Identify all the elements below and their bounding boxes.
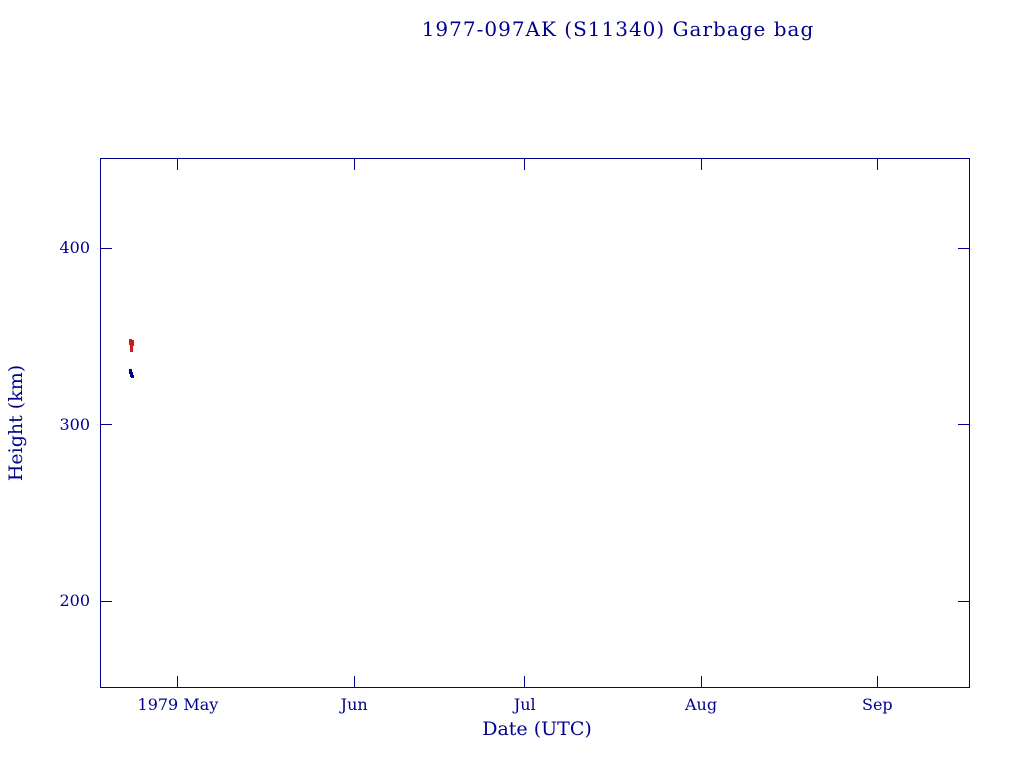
- y-tick-label: 200: [59, 591, 90, 611]
- x-tick-bottom: [177, 676, 179, 687]
- x-tick-label: Sep: [861, 695, 893, 714]
- chart-title: 1977-097AK (S11340) Garbage bag: [421, 17, 815, 41]
- y-tick-right: [958, 247, 969, 249]
- y-tick-left: [101, 424, 112, 426]
- x-tick-bottom: [524, 676, 526, 687]
- x-tick-top: [700, 159, 702, 170]
- x-tick-top: [876, 159, 878, 170]
- x-tick-top: [524, 159, 526, 170]
- data-point-apogee-height: [129, 344, 133, 348]
- x-tick-bottom: [353, 676, 355, 687]
- x-tick-label: Aug: [684, 695, 718, 714]
- data-point-apogee-height: [130, 342, 134, 346]
- x-tick-label: 1979 May: [137, 695, 219, 714]
- data-point-apogee-height: [129, 342, 133, 345]
- plot-area: [100, 158, 970, 688]
- x-tick-top: [353, 159, 355, 170]
- data-point-apogee-height: [130, 347, 134, 351]
- y-tick-label: 300: [59, 414, 90, 434]
- y-tick-left: [101, 600, 112, 602]
- y-tick-left: [101, 247, 112, 249]
- y-tick-right: [958, 424, 969, 426]
- data-point-apogee-height: [129, 349, 133, 353]
- x-tick-top: [177, 159, 179, 170]
- x-tick-label: Jul: [513, 695, 536, 714]
- data-point-apogee-height: [131, 340, 135, 344]
- data-point-perigee-height: [130, 372, 134, 376]
- x-tick-label: Jun: [340, 695, 368, 714]
- x-axis-label: Date (UTC): [482, 718, 592, 740]
- x-tick-bottom: [700, 676, 702, 687]
- y-tick-label: 400: [59, 238, 90, 258]
- data-point-apogee-height: [128, 339, 132, 343]
- x-tick-bottom: [876, 676, 878, 687]
- y-tick-right: [958, 600, 969, 602]
- data-point-perigee-height: [130, 374, 134, 378]
- data-point-perigee-height: [128, 369, 132, 373]
